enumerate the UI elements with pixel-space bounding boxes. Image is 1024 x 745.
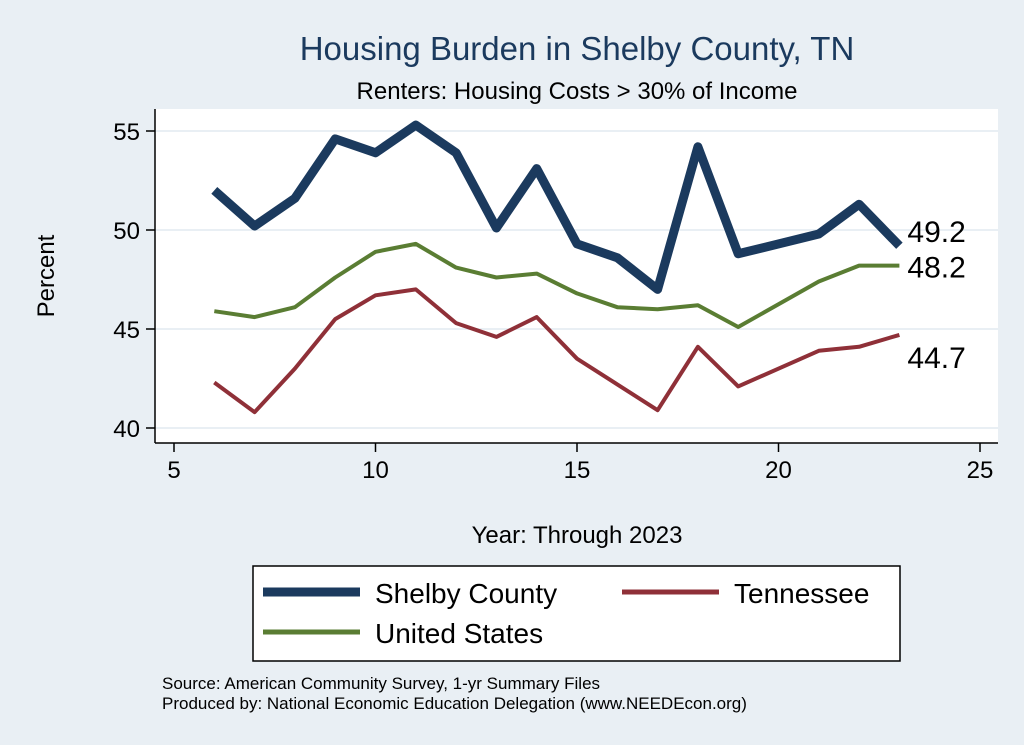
point-tennessee-22 xyxy=(857,345,861,349)
series-line-shelby-county xyxy=(211,120,903,294)
point-shelby-county-11 xyxy=(414,123,418,127)
gridlines xyxy=(155,130,998,429)
end-label-tennessee: 44.7 xyxy=(907,342,965,375)
point-tennessee-21 xyxy=(817,349,821,353)
legend-box xyxy=(252,565,901,662)
point-shelby-county-23 xyxy=(897,244,901,248)
point-shelby-county-7 xyxy=(253,224,257,228)
series-line-tennessee xyxy=(213,287,900,415)
y-tick-label-40: 40 xyxy=(113,416,140,443)
point-united-states-9 xyxy=(333,276,337,280)
point-united-states-21 xyxy=(817,280,821,284)
point-shelby-county-21 xyxy=(817,232,821,236)
point-tennessee-10 xyxy=(374,293,378,297)
x-tick-label-5: 5 xyxy=(167,457,180,484)
x-tick-label-25: 25 xyxy=(967,457,994,484)
y-axis-title: Percent xyxy=(33,234,60,317)
y-tick-label-55: 55 xyxy=(113,119,140,146)
legend-label-shelby-county: Shelby County xyxy=(375,578,557,609)
chart-title: Housing Burden in Shelby County, TN xyxy=(300,30,855,67)
x-axis-title: Year: Through 2023 xyxy=(472,522,683,549)
point-shelby-county-16 xyxy=(615,256,619,260)
point-united-states-16 xyxy=(615,305,619,309)
source-line-1: Source: American Community Survey, 1-yr … xyxy=(162,674,600,693)
point-united-states-6 xyxy=(212,309,216,313)
point-tennessee-16 xyxy=(615,382,619,386)
point-shelby-county-9 xyxy=(333,137,337,141)
source-line-2: Produced by: National Economic Education… xyxy=(162,694,747,713)
point-united-states-23 xyxy=(897,264,901,268)
point-united-states-11 xyxy=(414,242,418,246)
end-labels: 49.2 44.7 48.2 xyxy=(907,216,965,375)
series-line-united-states xyxy=(214,241,900,329)
series-layer xyxy=(211,120,903,415)
point-shelby-county-18 xyxy=(696,145,700,149)
point-united-states-14 xyxy=(535,272,539,276)
end-label-shelby-county: 49.2 xyxy=(907,216,965,249)
point-shelby-county-6 xyxy=(212,188,216,192)
legend-label-united-states: United States xyxy=(375,618,543,649)
point-tennessee-8 xyxy=(293,367,297,371)
point-tennessee-7 xyxy=(253,410,257,414)
y-tick-label-50: 50 xyxy=(113,218,140,245)
point-shelby-county-14 xyxy=(535,167,539,171)
point-united-states-17 xyxy=(656,307,660,311)
point-shelby-county-8 xyxy=(293,196,297,200)
y-tick-label-45: 45 xyxy=(113,317,140,344)
point-shelby-county-19 xyxy=(736,252,740,256)
x-tick-label-10: 10 xyxy=(362,457,389,484)
legend-label-tennessee: Tennessee xyxy=(734,578,869,609)
point-tennessee-19 xyxy=(736,384,740,388)
point-tennessee-15 xyxy=(575,357,579,361)
x-axis: 5 10 15 20 25 xyxy=(155,442,998,484)
point-united-states-8 xyxy=(293,305,297,309)
point-united-states-10 xyxy=(374,250,378,254)
point-shelby-county-10 xyxy=(374,151,378,155)
end-label-united-states: 48.2 xyxy=(907,252,965,285)
plot-area xyxy=(155,109,998,443)
point-tennessee-17 xyxy=(656,408,660,412)
point-tennessee-14 xyxy=(535,315,539,319)
point-united-states-22 xyxy=(857,264,861,268)
legend: Shelby County Tennessee United States xyxy=(252,565,901,662)
point-united-states-19 xyxy=(736,325,740,329)
legend-items: Shelby County Tennessee United States xyxy=(263,578,869,649)
point-united-states-15 xyxy=(575,291,579,295)
point-united-states-18 xyxy=(696,303,700,307)
point-shelby-county-15 xyxy=(575,242,579,246)
point-tennessee-23 xyxy=(897,333,901,337)
chart-subtitle: Renters: Housing Costs > 30% of Income xyxy=(357,78,798,105)
point-united-states-7 xyxy=(253,315,257,319)
point-united-states-13 xyxy=(494,276,498,280)
x-tick-label-20: 20 xyxy=(765,457,792,484)
y-axis: 40 45 50 55 xyxy=(113,109,156,443)
x-tick-label-15: 15 xyxy=(564,457,591,484)
point-shelby-county-12 xyxy=(454,151,458,155)
point-tennessee-9 xyxy=(333,317,337,321)
point-shelby-county-13 xyxy=(494,226,498,230)
point-tennessee-12 xyxy=(454,321,458,325)
point-shelby-county-17 xyxy=(656,287,660,291)
point-tennessee-11 xyxy=(414,287,418,291)
point-tennessee-18 xyxy=(696,345,700,349)
point-tennessee-13 xyxy=(494,335,498,339)
point-tennessee-6 xyxy=(212,381,216,385)
point-united-states-12 xyxy=(454,266,458,270)
point-shelby-county-22 xyxy=(857,202,861,206)
